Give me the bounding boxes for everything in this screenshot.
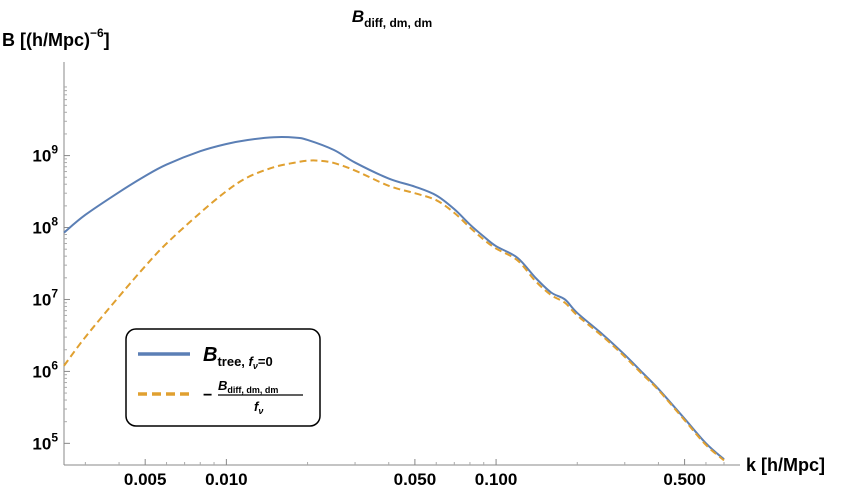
legend-tree-sub-tail: =0 <box>258 354 273 369</box>
legend-tree-sub-nu: ν <box>253 361 258 371</box>
chart-title-main: B <box>352 7 364 26</box>
x-tick-label: 0.100 <box>475 470 518 489</box>
legend-tree-sub-f: f <box>249 354 255 369</box>
x-tick-label: 0.005 <box>124 470 167 489</box>
legend-diff-denominator: fν <box>254 399 263 416</box>
legend-tree-sub: tree, <box>217 354 248 369</box>
legend-label-tree: Btree, fν=0 <box>203 344 273 371</box>
x-tick-label: 0.500 <box>663 470 706 489</box>
y-axis-label-close: ] <box>104 30 110 50</box>
series-group <box>63 136 725 462</box>
x-tick-label: 0.010 <box>205 470 248 489</box>
y-tick-label: 106 <box>32 358 58 381</box>
legend-diff-numerator: Bdiff, dm, dm <box>218 378 278 395</box>
chart-title: Bdiff, dm, dm <box>352 7 432 30</box>
legend-tree-main: B <box>203 344 217 366</box>
legend-diff-minus: − <box>203 387 212 404</box>
x-axis-label: k [h/Mpc] <box>746 455 825 475</box>
series-line-tree <box>63 136 725 461</box>
legend-diff-num-main: B <box>218 378 227 393</box>
legend-diff-den-sub: ν <box>258 406 263 416</box>
y-tick-label: 107 <box>32 286 58 309</box>
series-line-diff <box>63 159 725 462</box>
x-tick-label: 0.050 <box>394 470 437 489</box>
y-tick-label: 108 <box>32 215 58 238</box>
y-tick-label: 109 <box>32 143 58 166</box>
ticks-group: 105 106 107 108 109 0.005 0.010 0.050 0.100 0.500 <box>32 86 725 489</box>
y-axis-label-base: B [(h/Mpc) <box>2 30 90 50</box>
chart-title-sub: diff, dm, dm <box>364 16 432 30</box>
y-tick-label: 105 <box>32 430 58 453</box>
legend-diff-num-sub: diff, dm, dm <box>227 385 278 395</box>
y-axis-label-exp: −6 <box>90 26 104 40</box>
y-axis-label: B [(h/Mpc)−6] <box>2 26 110 50</box>
legend-diff-den: f <box>254 399 260 414</box>
legend: Btree, fν=0 − Bdiff, dm, dm fν <box>125 328 321 427</box>
